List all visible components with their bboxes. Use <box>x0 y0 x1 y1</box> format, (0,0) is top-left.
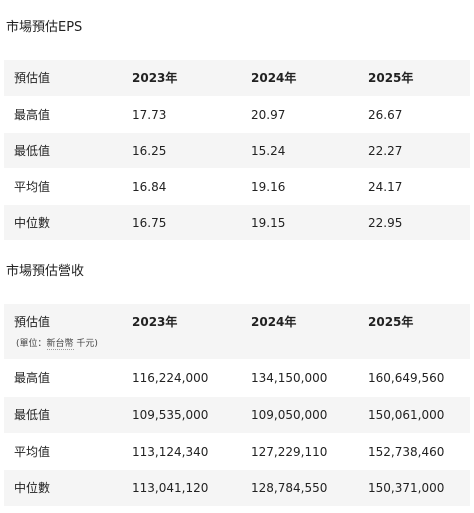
row-label: 最低值 <box>14 144 51 158</box>
revenue-header-label: 預估值 <box>14 315 51 329</box>
value-2023: 17.73 <box>132 108 167 122</box>
value-2024: 19.15 <box>251 216 286 230</box>
value-2025: 22.95 <box>368 216 403 230</box>
unit-suffix: 千元) <box>73 339 98 349</box>
value-2025: 160,649,560 <box>368 371 445 385</box>
revenue-section-title: 市場預估營收 <box>6 264 85 279</box>
value-2023: 116,224,000 <box>132 371 209 385</box>
revenue-row-median: 中位數 113,041,120 128,784,550 150,371,000 <box>4 470 470 507</box>
value-2024: 19.16 <box>251 180 286 194</box>
row-label: 最高值 <box>14 371 51 385</box>
eps-row-min: 最低值 16.25 15.24 22.27 <box>4 133 470 169</box>
eps-header-row: 預估值 2023年 2024年 2025年 <box>4 60 470 97</box>
value-2024: 20.97 <box>251 108 286 122</box>
value-2024: 134,150,000 <box>251 371 328 385</box>
value-2024: 109,050,000 <box>251 408 328 422</box>
value-2023: 109,535,000 <box>132 408 209 422</box>
revenue-row-average: 平均值 113,124,340 127,229,110 152,738,460 <box>4 434 470 470</box>
row-label: 最高值 <box>14 108 51 122</box>
value-2024: 15.24 <box>251 144 286 158</box>
row-label: 中位數 <box>14 216 51 230</box>
revenue-row-min: 最低值 109,535,000 109,050,000 150,061,000 <box>4 397 470 434</box>
value-2025: 26.67 <box>368 108 403 122</box>
eps-row-max: 最高值 17.73 20.97 26.67 <box>4 97 470 133</box>
unit-currency: 新台幣 <box>46 339 74 350</box>
value-2023: 16.84 <box>132 180 167 194</box>
value-2023: 113,041,120 <box>132 481 209 495</box>
revenue-table: 預估值 2023年 2024年 2025年 (單位：新台幣 千元) 最高值 11… <box>4 304 470 507</box>
eps-row-average: 平均值 16.84 19.16 24.17 <box>4 169 470 205</box>
value-2024: 128,784,550 <box>251 481 328 495</box>
value-2024: 127,229,110 <box>251 445 328 459</box>
row-label: 最低值 <box>14 408 51 422</box>
revenue-unit-note: (單位：新台幣 千元) <box>16 338 98 350</box>
row-label: 中位數 <box>14 481 51 495</box>
row-label: 平均值 <box>14 180 51 194</box>
value-2025: 150,061,000 <box>368 408 445 422</box>
row-label: 平均值 <box>14 445 51 459</box>
value-2025: 150,371,000 <box>368 481 445 495</box>
eps-section-title: 市場預估EPS <box>6 20 83 35</box>
revenue-header-2023: 2023年 <box>132 315 178 329</box>
revenue-header-row: 預估值 2023年 2024年 2025年 (單位：新台幣 千元) <box>4 304 470 360</box>
eps-header-2025: 2025年 <box>368 71 414 85</box>
eps-table: 預估值 2023年 2024年 2025年 最高值 17.73 20.97 26… <box>4 60 470 241</box>
eps-row-median: 中位數 16.75 19.15 22.95 <box>4 205 470 241</box>
eps-header-2023: 2023年 <box>132 71 178 85</box>
revenue-header-2025: 2025年 <box>368 315 414 329</box>
value-2023: 16.75 <box>132 216 167 230</box>
value-2023: 16.25 <box>132 144 167 158</box>
eps-header-2024: 2024年 <box>251 71 297 85</box>
value-2023: 113,124,340 <box>132 445 209 459</box>
revenue-header-2024: 2024年 <box>251 315 297 329</box>
value-2025: 24.17 <box>368 180 403 194</box>
value-2025: 22.27 <box>368 144 403 158</box>
revenue-row-max: 最高值 116,224,000 134,150,000 160,649,560 <box>4 360 470 397</box>
unit-prefix: (單位： <box>16 339 47 349</box>
eps-header-label: 預估值 <box>14 71 51 85</box>
value-2025: 152,738,460 <box>368 445 445 459</box>
